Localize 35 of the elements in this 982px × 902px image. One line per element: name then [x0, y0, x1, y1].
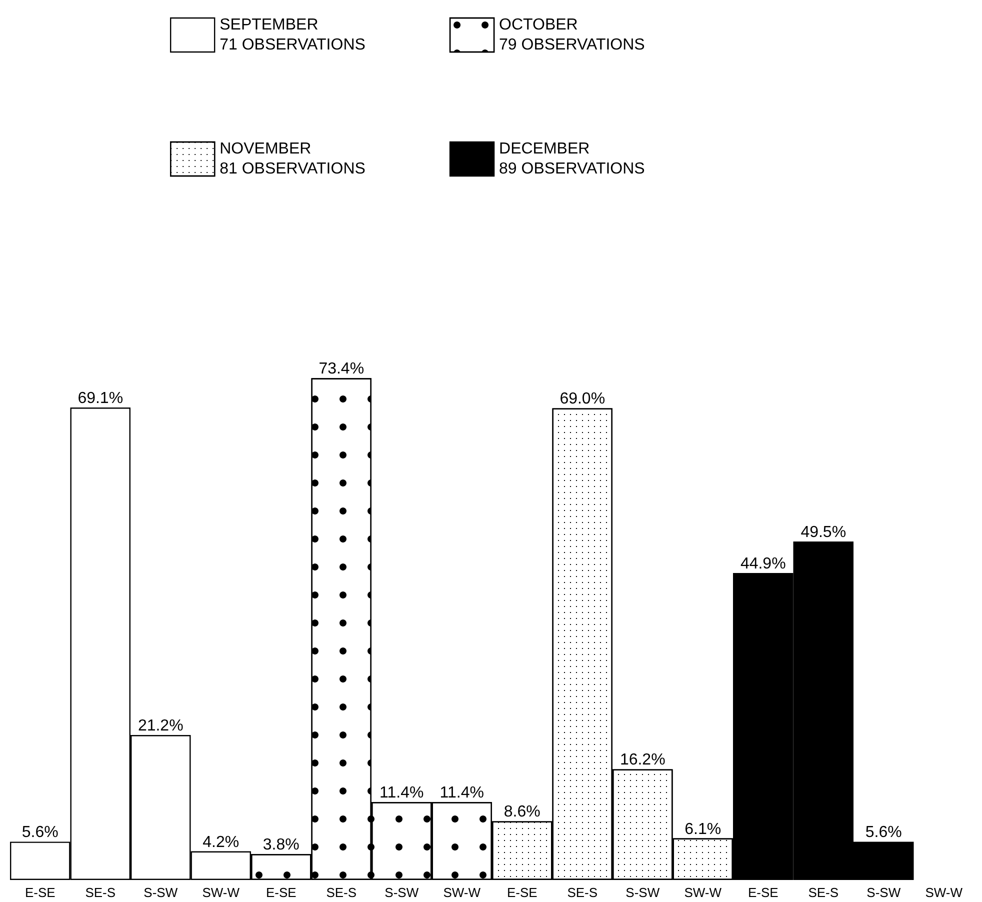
data-label: 44.9% [740, 555, 786, 572]
x-tick-label: SW-W [202, 885, 240, 900]
x-tick-label: SW-W [443, 885, 482, 900]
data-label: 73.4% [318, 360, 364, 378]
data-label: 16.2% [620, 752, 666, 769]
x-tick-label: E-SE [506, 885, 538, 900]
legend-label: NOVEMBER 81 OBSERVATIONS [220, 140, 366, 178]
x-tick-label: SE-S [567, 885, 598, 900]
x-tick-label: SE-S [326, 885, 357, 900]
data-label: 4.2% [202, 834, 240, 851]
legend-label: DECEMBER 89 OBSERVATIONS [499, 140, 645, 178]
x-tick-label: SE-S [808, 885, 839, 900]
data-label: 11.4% [380, 784, 424, 802]
data-label: 69.1% [78, 390, 124, 408]
x-tick-label: S-SW [866, 885, 902, 900]
x-tick-label: SE-S [85, 885, 116, 900]
data-label: 6.1% [684, 820, 722, 838]
data-label: 69.0% [560, 390, 606, 408]
data-label: 5.6% [865, 824, 902, 842]
data-label: 8.6% [504, 804, 540, 821]
legend-label: OCTOBER 79 OBSERVATIONS [499, 16, 645, 54]
x-tick-label: S-SW [626, 885, 660, 900]
x-tick-label: SW-W [684, 885, 722, 900]
x-tick-label: S-SW [384, 885, 420, 900]
x-tick-label: E-SE [266, 885, 297, 900]
x-tick-label: S-SW [144, 885, 178, 900]
data-label: 3.8% [262, 836, 300, 854]
x-tick-label: SW-W [925, 885, 964, 900]
data-label: 49.5% [800, 524, 846, 542]
data-label: 21.2% [138, 718, 184, 735]
x-tick-label: E-SE [748, 885, 779, 900]
legend-label: SEPTEMBER 71 OBSERVATIONS [220, 16, 366, 54]
data-label: 11.4% [440, 784, 484, 802]
x-tick-label: E-SE [24, 885, 56, 900]
data-label: 5.6% [22, 824, 58, 842]
